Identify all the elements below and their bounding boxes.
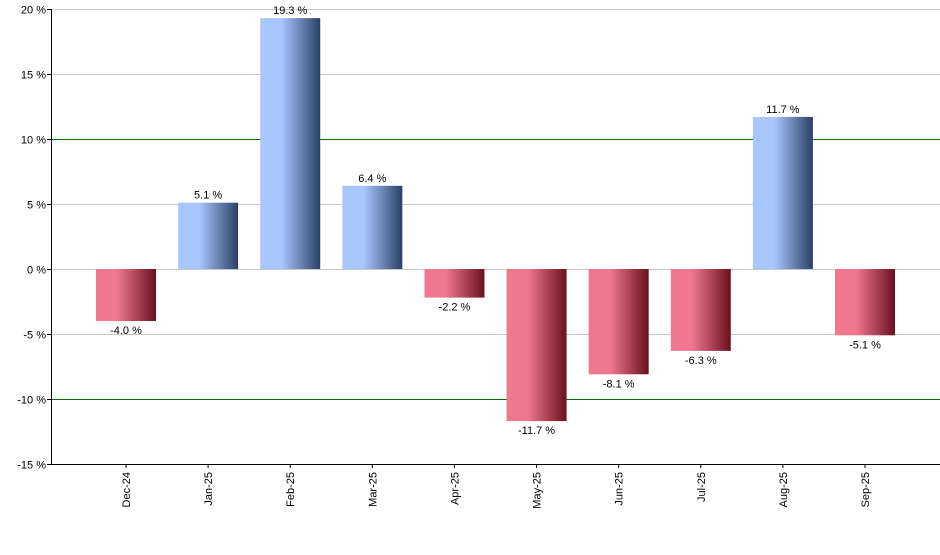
data-label: -2.2 % [439,302,471,314]
y-tick-label: -10 % [17,395,46,407]
y-tick-label: 0 % [27,265,46,277]
y-tick-label: 10 % [21,135,46,147]
bar [506,269,567,422]
bar [670,269,731,351]
x-tick-label: Feb-25 [285,472,297,507]
x-tick-label: Jun-25 [614,472,626,506]
y-tick-label: 5 % [27,200,46,212]
axes: 20 % 15 % 10 % 5 % 0 % -5 % -10 % -15 % Dec-24 Ja… [17,5,940,509]
data-label: 6.4 % [358,173,386,185]
x-tick-label: Sep-25 [860,472,872,507]
x-tick-label: Mar-25 [367,472,379,507]
y-tick-label: 15 % [21,70,46,82]
y-tick-label: -15 % [17,460,46,472]
bars [96,18,895,422]
x-tick-label: May-25 [532,472,544,509]
y-tick-label: 20 % [21,5,46,17]
bar [260,18,321,269]
x-tick-label: Jan-25 [203,472,215,506]
bar [752,116,813,270]
bar [178,202,239,269]
data-labels: -4.0 % 5.1 % 19.3 % 6.4 % -2.2 % -11.7 % -8.1 … [110,5,881,437]
bar [342,185,403,269]
x-tick-label: Dec-24 [121,472,133,507]
x-tick-label: Jul-25 [696,472,708,502]
data-label: -4.0 % [110,325,142,337]
data-label: -5.1 % [849,339,881,351]
data-label: -8.1 % [603,378,635,390]
y-tick-label: -5 % [23,330,46,342]
x-tick-label: Apr-25 [449,472,461,505]
data-label: -6.3 % [685,355,717,367]
data-label: -11.7 % [518,425,555,437]
bar [424,269,485,298]
data-label: 11.7 % [766,104,800,116]
bar [835,269,895,336]
bar [588,269,649,375]
x-tick-label: Aug-25 [778,472,790,507]
data-label: 19.3 % [273,5,307,17]
data-label: 5.1 % [194,190,222,202]
bar [96,269,156,321]
